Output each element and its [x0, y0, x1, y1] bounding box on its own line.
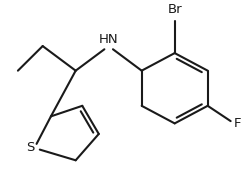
Text: S: S [26, 142, 35, 154]
Text: F: F [234, 117, 242, 130]
Text: HN: HN [99, 33, 118, 46]
Text: Br: Br [167, 3, 182, 16]
